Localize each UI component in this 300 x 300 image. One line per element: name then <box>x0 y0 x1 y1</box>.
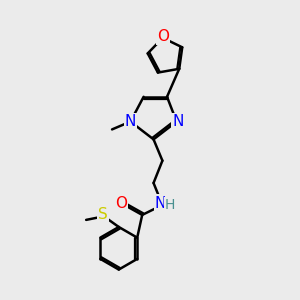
Text: S: S <box>98 207 108 222</box>
Text: N: N <box>173 114 184 129</box>
Text: H: H <box>165 198 175 212</box>
Text: O: O <box>115 196 127 211</box>
Text: N: N <box>125 114 136 129</box>
Text: N: N <box>155 196 166 211</box>
Text: O: O <box>157 28 169 44</box>
